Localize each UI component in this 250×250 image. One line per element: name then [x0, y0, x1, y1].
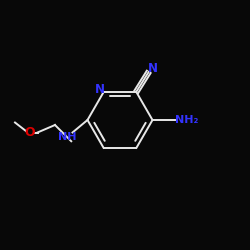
Text: O: O [25, 126, 35, 139]
Text: NH: NH [58, 132, 77, 142]
Text: N: N [148, 62, 158, 74]
Text: NH₂: NH₂ [174, 115, 198, 125]
Text: N: N [95, 83, 105, 96]
